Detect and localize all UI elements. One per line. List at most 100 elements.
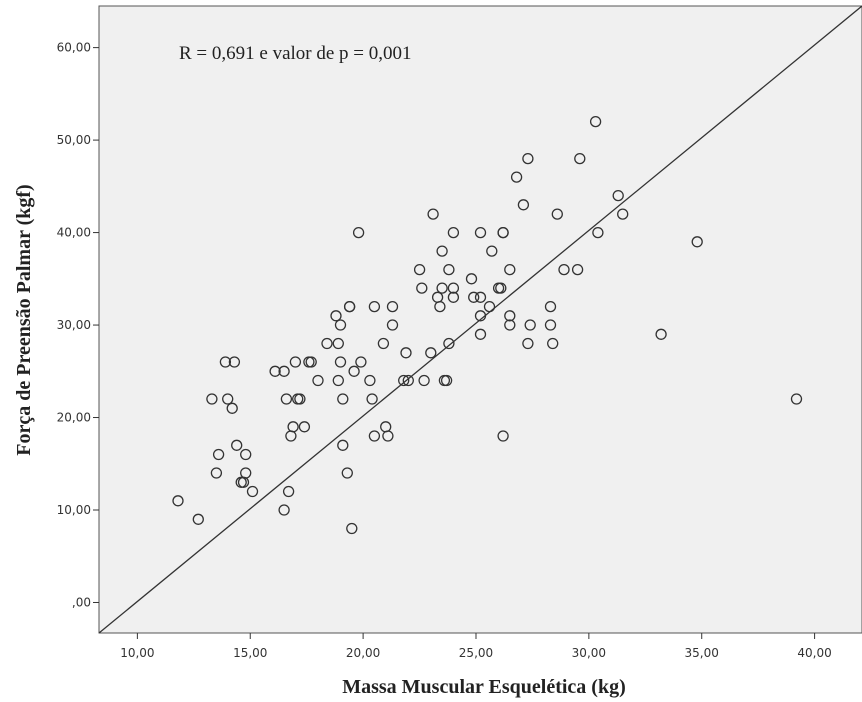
y-tick-label: ,00 — [72, 595, 91, 609]
data-point — [368, 430, 381, 442]
data-point — [298, 421, 311, 433]
data-point — [348, 365, 360, 377]
data-point — [617, 208, 629, 220]
data-point — [544, 319, 557, 331]
data-point — [382, 430, 394, 442]
data-point — [278, 504, 290, 516]
data-point — [524, 319, 536, 331]
data-point — [334, 356, 347, 368]
data-point — [337, 393, 349, 405]
data-point — [571, 263, 584, 276]
data-point — [172, 495, 184, 507]
data-point — [386, 300, 399, 313]
data-point — [447, 226, 460, 239]
fit-line — [98, 5, 862, 634]
correlation-annotation: R = 0,691 e valor de p = 0,001 — [179, 43, 412, 64]
data-point — [510, 171, 523, 183]
data-point — [228, 356, 241, 368]
data-point — [352, 226, 365, 239]
data-point — [240, 448, 252, 461]
x-tick-label: 35,00 — [685, 646, 719, 660]
data-point — [504, 263, 516, 276]
data-point — [427, 208, 439, 220]
x-tick-label: 15,00 — [233, 646, 267, 660]
data-point — [574, 152, 586, 165]
data-point — [282, 485, 295, 498]
data-point — [337, 439, 349, 451]
data-point — [366, 393, 378, 405]
data-point — [386, 319, 399, 331]
data-point — [334, 319, 347, 331]
data-point — [305, 356, 317, 368]
data-point — [497, 430, 509, 442]
y-tick-label: 20,00 — [57, 411, 91, 425]
ticks-layer: 10,00 15,00 20,00 25,00 30,00 35,00 40,00 ,00 10… — [57, 41, 832, 660]
data-point — [790, 393, 803, 405]
data-point — [246, 485, 259, 498]
data-point — [474, 226, 487, 239]
data-point — [418, 374, 430, 387]
data-point — [465, 273, 478, 285]
data-point — [240, 467, 252, 479]
data-point — [294, 393, 306, 405]
data-point — [474, 328, 487, 340]
data-point — [655, 328, 667, 340]
data-point — [278, 365, 290, 377]
data-point — [504, 319, 516, 331]
data-point — [222, 393, 234, 405]
y-tick-label: 30,00 — [57, 318, 91, 332]
data-point — [398, 374, 410, 387]
data-point — [402, 374, 414, 387]
data-point — [495, 282, 507, 294]
data-point — [192, 513, 204, 525]
y-tick-label: 40,00 — [57, 226, 91, 240]
x-tick-label: 40,00 — [797, 646, 831, 660]
data-point — [592, 226, 604, 239]
data-point — [355, 356, 367, 368]
data-point — [468, 291, 480, 303]
data-point — [368, 300, 381, 313]
data-point — [210, 467, 223, 479]
data-point — [436, 245, 448, 257]
x-tick-label: 10,00 — [120, 646, 154, 660]
points-layer — [172, 115, 803, 535]
data-point — [219, 356, 232, 368]
data-point — [443, 337, 455, 350]
data-point — [332, 337, 344, 350]
data-point — [413, 263, 426, 276]
x-tick-label: 20,00 — [346, 646, 380, 660]
y-tick-label: 60,00 — [57, 41, 91, 55]
data-point — [206, 393, 218, 405]
data-point — [377, 337, 390, 350]
data-point — [321, 337, 333, 350]
data-point — [346, 522, 358, 535]
data-point — [522, 337, 534, 350]
data-point — [226, 402, 238, 414]
data-point — [212, 448, 225, 461]
data-point — [440, 374, 453, 387]
data-point — [589, 115, 602, 128]
data-point — [231, 439, 243, 451]
data-point — [436, 282, 448, 294]
data-point — [547, 337, 559, 350]
data-point — [544, 300, 557, 313]
data-point — [343, 300, 356, 313]
y-axis-title: Força de Preensão Palmar (kgf) — [13, 184, 35, 455]
data-point — [312, 374, 324, 387]
data-point — [443, 263, 455, 276]
data-point — [497, 226, 509, 239]
data-point — [612, 189, 624, 202]
data-point — [341, 467, 353, 479]
data-point — [504, 310, 516, 322]
data-point — [434, 300, 446, 313]
data-point — [486, 245, 498, 257]
data-point — [447, 282, 460, 294]
data-point — [474, 291, 487, 303]
x-axis-title: Massa Muscular Esquelética (kg) — [342, 676, 626, 698]
y-tick-label: 10,00 — [57, 503, 91, 517]
data-point — [269, 365, 281, 377]
data-point — [551, 208, 563, 220]
data-point — [330, 310, 342, 322]
data-point — [425, 347, 437, 359]
